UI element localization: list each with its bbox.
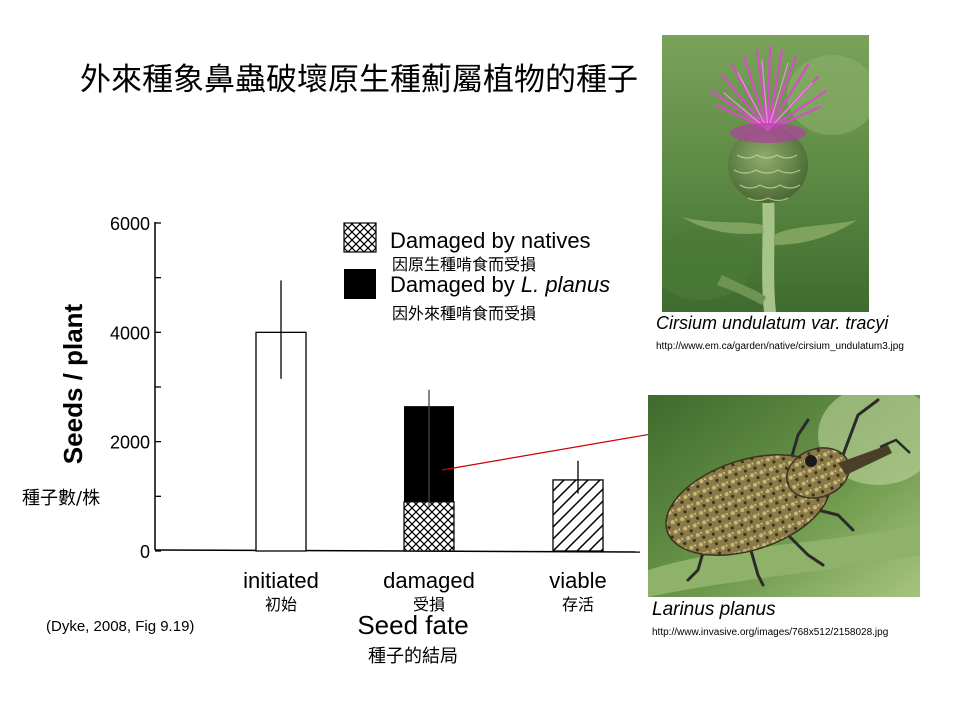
y-tick-label: 4000 xyxy=(110,323,150,343)
x-category-label: damaged xyxy=(383,568,475,593)
legend-swatch-natives xyxy=(343,222,377,253)
citation: (Dyke, 2008, Fig 9.19) xyxy=(46,618,195,635)
legend-label-lplanus-italic: L. planus xyxy=(521,272,610,297)
legend-label-natives-zh: 因原生種啃食而受損 xyxy=(392,255,536,274)
thistle-url: http://www.em.ca/garden/native/cirsium_u… xyxy=(656,341,904,352)
bar-damaged-natives xyxy=(403,501,455,552)
legend-swatch-lplanus xyxy=(344,269,376,299)
x-axis-label-zh: 種子的結局 xyxy=(368,646,458,667)
x-category-label-zh: 初始 xyxy=(265,595,297,614)
bar-initiated xyxy=(255,331,307,552)
y-axis-label: Seeds / plant xyxy=(58,303,88,464)
x-axis-label: Seed fate xyxy=(357,610,468,640)
thistle-caption-var: var. xyxy=(806,313,846,333)
legend-label-natives: Damaged by natives xyxy=(390,228,591,253)
x-axis xyxy=(154,549,641,553)
x-category-label-zh: 受損 xyxy=(413,595,445,614)
legend-label-lplanus: Damaged by L. planus xyxy=(390,272,610,297)
x-category-label: initiated xyxy=(243,568,319,593)
y-axis-label-zh: 種子數/株 xyxy=(22,488,101,509)
slide-title: 外來種象鼻蟲破壞原生種薊屬植物的種子 xyxy=(80,62,638,98)
weevil-caption: Larinus planus xyxy=(652,599,776,620)
y-tick-label: 6000 xyxy=(110,214,150,234)
x-category-label-zh: 存活 xyxy=(562,595,594,614)
thistle-caption-genus: Cirsium undulatum xyxy=(656,313,807,333)
legend-label-lplanus-prefix: Damaged by xyxy=(390,272,521,297)
y-tick-label: 0 xyxy=(140,542,150,562)
connector-line xyxy=(441,431,664,471)
thistle-caption: Cirsium undulatum var. tracyi xyxy=(656,313,888,334)
weevil-photo xyxy=(648,395,920,597)
y-tick-label: 2000 xyxy=(110,433,150,453)
legend-label-lplanus-zh: 因外來種啃食而受損 xyxy=(392,304,536,323)
thistle-photo xyxy=(662,35,869,312)
thistle-caption-variety: tracyi xyxy=(845,313,889,333)
legend: Damaged by natives 因原生種啃食而受損 Damaged by … xyxy=(343,222,610,323)
weevil-url: http://www.invasive.org/images/768x512/2… xyxy=(652,627,889,638)
x-category-label: viable xyxy=(549,568,606,593)
